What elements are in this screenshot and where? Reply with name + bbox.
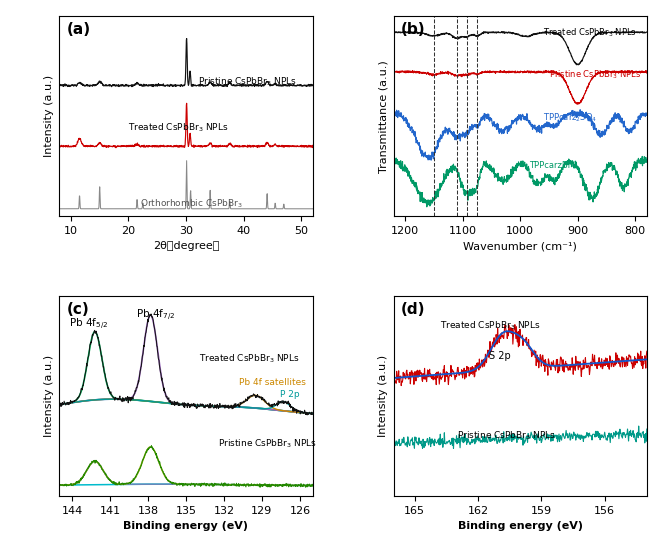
Text: TPPcarzBr: TPPcarzBr xyxy=(529,161,571,169)
Y-axis label: Transmittance (a.u.): Transmittance (a.u.) xyxy=(378,60,388,173)
X-axis label: Binding energy (eV): Binding energy (eV) xyxy=(457,521,583,531)
Text: (a): (a) xyxy=(67,22,91,38)
Text: Pristine CsPbBr$_3$ NPLs: Pristine CsPbBr$_3$ NPLs xyxy=(549,68,642,81)
Text: TPPcarz$_2$SO$_4$: TPPcarz$_2$SO$_4$ xyxy=(543,112,597,124)
Text: Treated CsPbBr$_3$ NPLs: Treated CsPbBr$_3$ NPLs xyxy=(199,353,299,365)
Y-axis label: Intensity (a.u.): Intensity (a.u.) xyxy=(378,355,388,437)
Text: (d): (d) xyxy=(401,302,426,317)
Text: Treated CsPbBr$_3$ NPLs: Treated CsPbBr$_3$ NPLs xyxy=(129,122,229,134)
Text: (c): (c) xyxy=(67,302,90,317)
Y-axis label: Intensity (a.u.): Intensity (a.u.) xyxy=(44,75,54,158)
Y-axis label: Intensity (a.u.): Intensity (a.u.) xyxy=(44,355,54,437)
X-axis label: 2θ（degree）: 2θ（degree） xyxy=(153,241,219,251)
Text: P 2p: P 2p xyxy=(280,390,299,399)
Text: Pristine CsPbBr$_3$ NPLs: Pristine CsPbBr$_3$ NPLs xyxy=(457,430,556,443)
Text: Pristine CsPbBr$_3$ NPLs: Pristine CsPbBr$_3$ NPLs xyxy=(197,75,296,88)
Text: Pb 4f$_{7/2}$: Pb 4f$_{7/2}$ xyxy=(136,308,175,323)
Text: Treated CsPbBr$_3$ NPLs: Treated CsPbBr$_3$ NPLs xyxy=(440,319,541,332)
Text: S 2p: S 2p xyxy=(488,351,510,361)
Text: Pristine CsPbBr$_3$ NPLs: Pristine CsPbBr$_3$ NPLs xyxy=(218,438,317,450)
Text: Pb 4f$_{5/2}$: Pb 4f$_{5/2}$ xyxy=(69,317,108,332)
Text: (b): (b) xyxy=(401,22,426,38)
Text: Orthorhombic CsPbBr$_3$: Orthorhombic CsPbBr$_3$ xyxy=(140,198,243,210)
X-axis label: Binding energy (eV): Binding energy (eV) xyxy=(123,521,249,531)
X-axis label: Wavenumber (cm⁻¹): Wavenumber (cm⁻¹) xyxy=(463,241,577,251)
Text: Treated CsPbBr$_3$ NPLs: Treated CsPbBr$_3$ NPLs xyxy=(543,27,637,39)
Text: Pb 4f satellites: Pb 4f satellites xyxy=(239,378,306,387)
